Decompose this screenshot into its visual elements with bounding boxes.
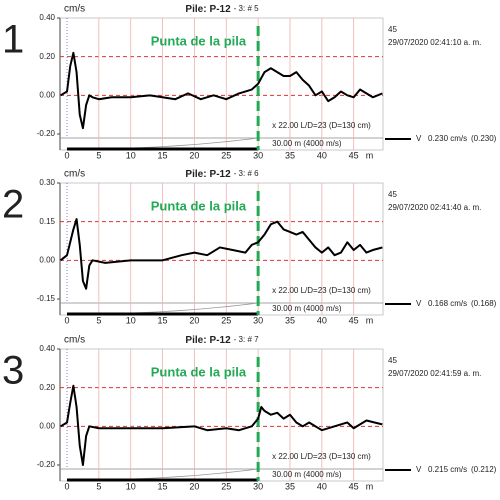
legend-peak: (0.212) <box>471 465 497 474</box>
x-tick-label: 10 <box>126 481 136 491</box>
amplification-note: x 22.00 L/D=23 (D=130 cm) <box>272 286 371 295</box>
x-tick-label: 0 <box>65 315 70 325</box>
x-tick-label: 30 <box>253 481 263 491</box>
panel: 1 cm/s Pile: P-12- 3: # 5 45 29/07/2020 02:41… <box>2 4 497 161</box>
x-tick-label: 5 <box>96 481 101 491</box>
x-tick-label: 35 <box>285 150 295 160</box>
x-unit: m <box>366 150 374 160</box>
y-tick-label: 0.30 <box>39 178 55 187</box>
panel: 2 cm/s Pile: P-12- 3: # 6 45 29/07/2020 02:41… <box>2 169 497 326</box>
timestamp: 29/07/2020 02:41:40 a. m. <box>388 203 481 212</box>
title-prefix: Pile: <box>185 4 206 15</box>
x-tick-label: 20 <box>189 315 199 325</box>
annotation-text: Punta de la pila <box>151 198 247 213</box>
legend-name: V <box>416 465 422 474</box>
panel-label: 3 <box>2 349 24 393</box>
x-unit: m <box>366 481 374 491</box>
chart-title: Pile: P-12- 3: # 6 <box>185 169 259 180</box>
length-note: 30.00 m (4000 m/s) <box>272 139 342 148</box>
legend-value: 0.230 cm/s <box>428 134 467 143</box>
x-tick-label: 0 <box>65 150 70 160</box>
annotation-text: Punta de la pila <box>151 33 247 48</box>
x-tick-label: 45 <box>349 315 359 325</box>
x-tick-label: 35 <box>285 481 295 491</box>
x-tick-label: 25 <box>221 150 231 160</box>
legend-peak: (0.230) <box>471 134 497 143</box>
y-tick-label: 0.00 <box>39 421 55 430</box>
x-tick-label: 0 <box>65 481 70 491</box>
x-unit: m <box>366 315 374 325</box>
y-unit: cm/s <box>64 335 85 346</box>
y-tick-label: 0.00 <box>39 90 55 99</box>
subtitle: - 3: # 5 <box>234 4 259 13</box>
y-unit: cm/s <box>64 4 85 15</box>
x-tick-label: 45 <box>349 481 359 491</box>
chart-title: Pile: P-12- 3: # 7 <box>185 335 259 346</box>
legend-value: 0.168 cm/s <box>428 299 467 308</box>
title-prefix: Pile: <box>185 169 206 180</box>
timestamp: 29/07/2020 02:41:10 a. m. <box>388 38 481 47</box>
y-tick-label: -0.15 <box>37 294 56 303</box>
y-unit: cm/s <box>64 169 85 180</box>
record: 45 <box>388 356 397 365</box>
title: P-12 <box>210 4 232 15</box>
subtitle: - 3: # 7 <box>234 335 259 344</box>
y-tick-label: 0.00 <box>39 255 55 264</box>
x-tick-label: 10 <box>126 315 136 325</box>
series-line <box>60 384 383 466</box>
x-tick-label: 40 <box>317 481 327 491</box>
x-tick-label: 45 <box>349 150 359 160</box>
x-tick-label: 35 <box>285 315 295 325</box>
subtitle: - 3: # 6 <box>234 169 259 178</box>
y-tick-label: -0.20 <box>37 129 56 138</box>
x-tick-label: 25 <box>221 481 231 491</box>
legend-peak: (0.168) <box>471 299 497 308</box>
length-note: 30.00 m (4000 m/s) <box>272 470 342 479</box>
panel-label: 2 <box>2 183 24 227</box>
x-tick-label: 5 <box>96 315 101 325</box>
y-tick-label: 0.40 <box>39 13 55 22</box>
x-tick-label: 30 <box>253 150 263 160</box>
x-tick-label: 30 <box>253 315 263 325</box>
x-tick-label: 40 <box>317 150 327 160</box>
y-tick-label: 0.20 <box>39 52 55 61</box>
annotation-text: Punta de la pila <box>151 364 247 379</box>
x-tick-label: 20 <box>189 481 199 491</box>
x-tick-label: 15 <box>158 481 168 491</box>
legend-value: 0.215 cm/s <box>428 465 467 474</box>
legend-name: V <box>416 134 422 143</box>
x-tick-label: 20 <box>189 150 199 160</box>
y-tick-label: 0.40 <box>39 344 55 353</box>
panel-label: 1 <box>2 18 24 62</box>
x-tick-label: 10 <box>126 150 136 160</box>
series-line <box>60 51 383 130</box>
y-tick-label: -0.20 <box>37 460 56 469</box>
length-note: 30.00 m (4000 m/s) <box>272 304 342 313</box>
y-tick-label: 0.15 <box>39 217 55 226</box>
title: P-12 <box>210 169 232 180</box>
x-tick-label: 40 <box>317 315 327 325</box>
record: 45 <box>388 25 397 34</box>
timestamp: 29/07/2020 02:41:59 a. m. <box>388 369 481 378</box>
x-tick-label: 25 <box>221 315 231 325</box>
x-tick-label: 15 <box>158 315 168 325</box>
chart-title: Pile: P-12- 3: # 5 <box>185 4 259 15</box>
x-tick-label: 15 <box>158 150 168 160</box>
amplification-note: x 22.00 L/D=23 (D=130 cm) <box>272 121 371 130</box>
amplification-note: x 22.00 L/D=23 (D=130 cm) <box>272 452 371 461</box>
legend-name: V <box>416 299 422 308</box>
y-tick-label: 0.20 <box>39 383 55 392</box>
x-tick-label: 5 <box>96 150 101 160</box>
title-prefix: Pile: <box>185 335 206 346</box>
panel: 3 cm/s Pile: P-12- 3: # 7 45 29/07/2020 02:41… <box>2 335 497 492</box>
title: P-12 <box>210 335 232 346</box>
series-line <box>60 218 383 290</box>
record: 45 <box>388 190 397 199</box>
